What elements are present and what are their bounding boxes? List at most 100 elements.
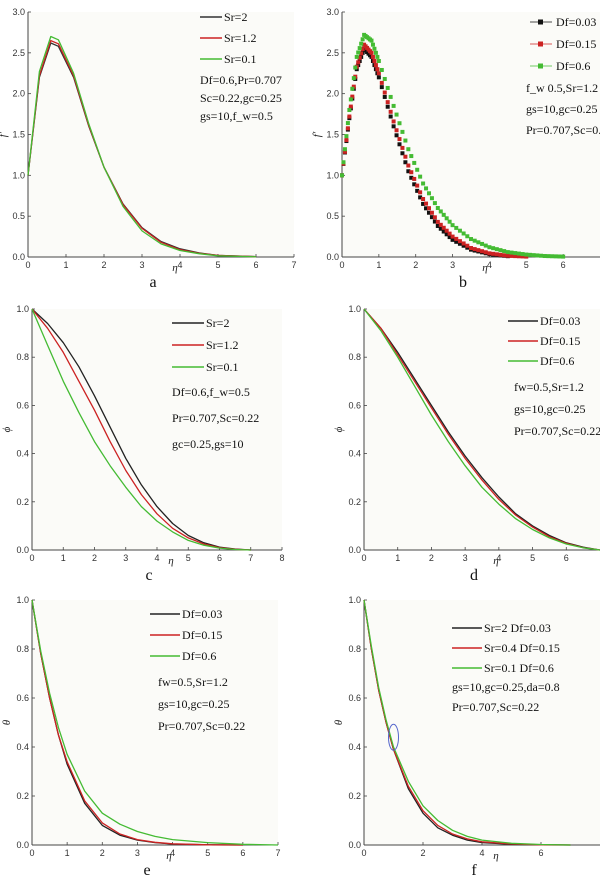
data-point-b-s2 — [561, 254, 566, 259]
data-point-b-s2 — [370, 42, 375, 47]
data-point-b-s1 — [418, 190, 423, 195]
data-point-b-s1 — [359, 51, 364, 56]
plot-area — [364, 600, 600, 845]
x-tick-label: 3 — [463, 553, 468, 563]
panel-caption: c — [145, 567, 152, 584]
data-point-b-s2 — [340, 173, 344, 178]
data-point-b-s0 — [379, 85, 384, 90]
chart-panel-c: 0 1 2 3 4 5 6 7 8 0.0 0.2 0.4 0.6 0.8 1.0 η ϕ Sr=2 Sr=1.2 S… — [0, 293, 300, 586]
data-point-b-s0 — [421, 201, 426, 206]
data-point-b-s1 — [391, 119, 396, 124]
parameter-annotation: fw=0.5,Sr=1.2 — [514, 380, 584, 394]
data-point-b-s0 — [397, 142, 402, 147]
data-point-b-s1 — [438, 222, 443, 227]
data-point-b-s2 — [345, 121, 350, 126]
legend-label: Df=0.15 — [556, 37, 596, 51]
legend-entry: Sr=1.2 — [200, 31, 256, 45]
legend-marker — [538, 63, 543, 69]
data-point-b-s2 — [553, 254, 558, 259]
data-point-b-s0 — [461, 243, 466, 248]
legend-entry: Df=0.6 — [508, 354, 574, 368]
x-tick-label: 7 — [248, 553, 253, 563]
x-axis-label: η — [493, 850, 498, 862]
y-axis-label: ϕ — [1, 426, 13, 432]
plot-area — [32, 309, 282, 550]
x-tick-label: 6 — [561, 260, 566, 270]
data-point-b-s1 — [494, 252, 499, 257]
legend-entry: Df=0.15 — [530, 37, 596, 51]
data-point-b-s2 — [406, 147, 411, 152]
y-axis-label: θ — [333, 719, 345, 725]
series-line-d-0 — [363, 308, 600, 551]
y-tick-label: 0.8 — [348, 352, 361, 362]
data-point-b-s2 — [373, 50, 378, 55]
data-point-b-s2 — [421, 181, 426, 186]
data-point-b-s2 — [359, 41, 364, 46]
data-point-b-s2 — [432, 201, 437, 206]
panel-caption: a — [149, 274, 156, 291]
y-tick-label: 0.5 — [326, 211, 339, 221]
data-point-b-s1 — [483, 250, 488, 255]
x-tick-label: 2 — [429, 553, 434, 563]
data-point-b-s2 — [435, 206, 440, 210]
data-point-b-s2 — [350, 86, 355, 91]
data-point-b-s2 — [379, 67, 384, 72]
series-line-c-2 — [31, 308, 251, 551]
y-tick-label: 0.8 — [348, 644, 361, 654]
x-tick-label: 4 — [170, 848, 175, 858]
data-point-b-s2 — [546, 254, 551, 259]
series-line-d-2 — [363, 308, 600, 551]
y-axis-label: f' — [0, 131, 9, 137]
data-point-b-s1 — [397, 137, 402, 142]
data-point-b-s2 — [550, 254, 555, 259]
data-point-b-s2 — [388, 94, 393, 99]
series-line-c-0 — [31, 308, 251, 551]
data-point-b-s1 — [502, 253, 507, 258]
data-point-b-s2 — [426, 191, 431, 196]
legend-entry: Sr=2 — [200, 10, 247, 24]
data-point-b-s1 — [394, 128, 399, 133]
data-point-b-s0 — [385, 104, 390, 109]
y-tick-label: 1.0 — [348, 595, 361, 605]
x-tick-label: 0 — [25, 260, 30, 270]
x-tick-label: 5 — [524, 260, 529, 270]
legend-label: Sr=0.1 — [224, 52, 256, 66]
chart-svg-a: 0 1 2 3 4 5 6 7 0.0 0.5 1.0 1.5 2.0 2.5 3.0 η f' Sr=2 Sr=1… — [0, 7, 297, 291]
data-point-b-s1 — [370, 54, 375, 59]
y-axis-label: f' — [311, 131, 323, 137]
data-point-b-s1 — [426, 206, 431, 211]
legend-label: Sr=2 — [206, 316, 229, 330]
data-point-b-s0 — [418, 195, 423, 200]
data-point-b-s1 — [487, 251, 492, 256]
data-point-b-s0 — [429, 215, 434, 220]
legend-entry: Df=0.6 — [150, 649, 216, 663]
y-tick-label: 2.0 — [326, 89, 339, 99]
x-tick-label: 6 — [538, 848, 543, 858]
data-point-b-s1 — [415, 183, 420, 188]
legend-entry: Df=0.03 — [150, 607, 222, 621]
legend-label: Df=0.6 — [182, 649, 216, 663]
data-point-b-s0 — [432, 219, 437, 224]
data-point-b-s0 — [438, 226, 443, 231]
x-axis-label: η — [482, 262, 487, 274]
data-point-b-s2 — [418, 174, 423, 179]
x-tick-label: 4 — [177, 260, 182, 270]
data-point-b-s2 — [354, 54, 359, 59]
data-point-b-s1 — [457, 239, 462, 244]
data-point-b-s0 — [450, 237, 455, 242]
parameter-annotation: Pr=0.707,Sc=0.22 — [452, 700, 539, 714]
x-tick-label: 0 — [361, 553, 366, 563]
y-tick-label: 1.0 — [348, 304, 361, 314]
data-point-b-s1 — [421, 197, 426, 202]
data-point-b-s2 — [535, 253, 540, 258]
data-point-b-s1 — [424, 201, 429, 206]
y-tick-label: 0.0 — [348, 545, 361, 555]
x-axis-label: η — [172, 262, 177, 274]
legend-label: Sr=1.2 — [206, 338, 238, 352]
data-point-b-s2 — [444, 216, 449, 221]
data-point-b-s2 — [480, 241, 485, 246]
x-tick-label: 0 — [29, 848, 34, 858]
data-point-b-s1 — [509, 253, 514, 258]
parameter-annotation: Sc=0.22,gc=0.25 — [200, 91, 282, 105]
y-tick-label: 0.2 — [348, 791, 361, 801]
